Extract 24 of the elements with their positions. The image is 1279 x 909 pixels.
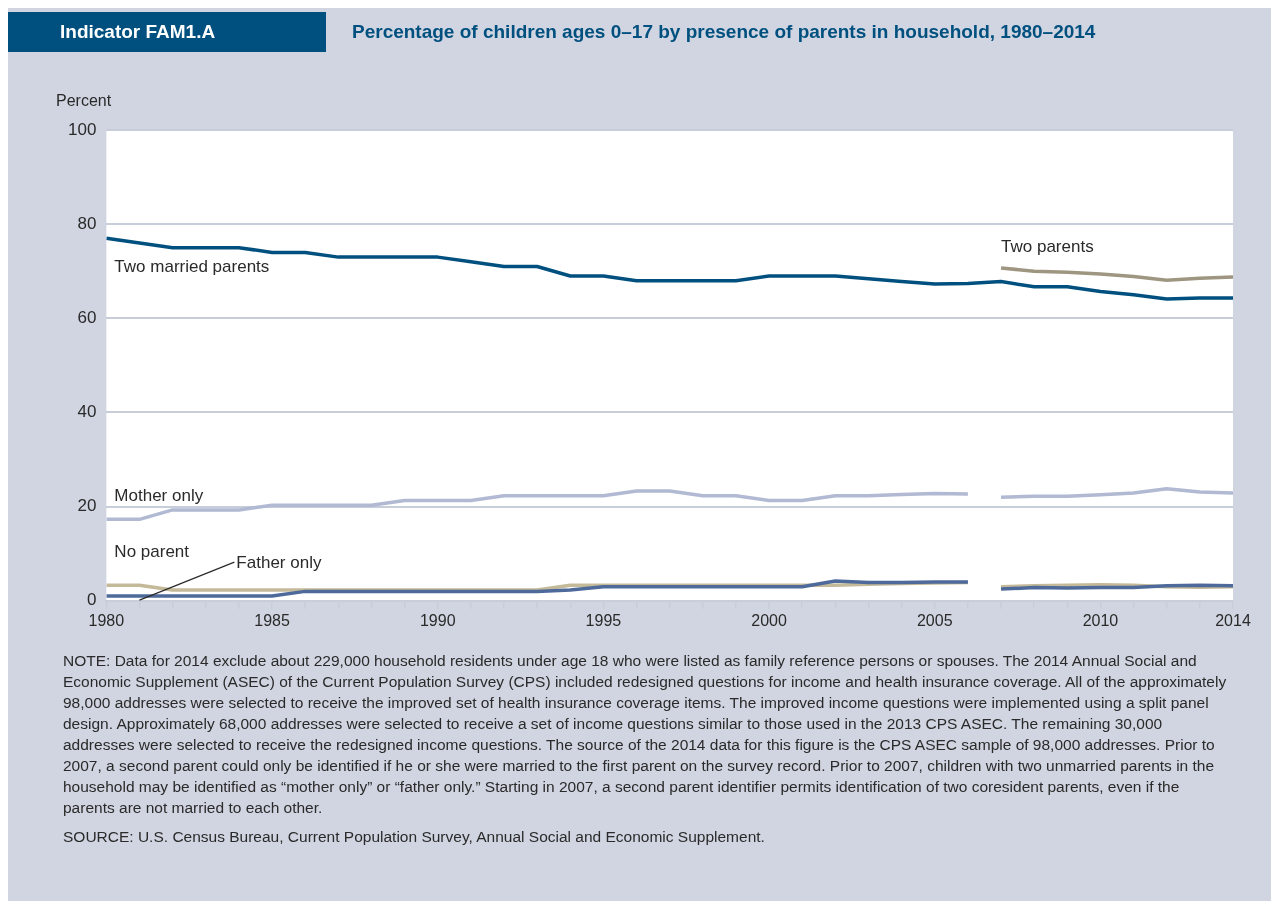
y-tick-label: 60 (77, 308, 97, 328)
x-tick-label: 1995 (585, 611, 622, 629)
text: NOTE: Data for 2014 exclude about 229,000 household residents under age 18 who were listed as family reference persons or spouses. The 2014 Annual Social and Economic Supplement (ASEC) of the Current Population Survey (CPS) included redesigned questions for income and health insurance coverage. All of the approximately 98,000 addresses were selected to receive the improved set of health insurance coverage items. The improved income questions were implemented using a split panel design. Approximately 68,000 addresses were selected to receive a set of income questions similar to those used in the 2013 CPS ASEC. The remaining 30,000 addresses were selected to receive the redesigned income questions. The source of the 2014 data for this figure is the CPS ASEC sample of 98,000 addresses. Prior to 2007, a second parent could only be identified if he or she were married to the first parent on the survey record. Prior to 2007, children with two unmarried parents in the household may be identified as “mother only” or “father only.” Starting in 2007, a second parent identifier permits identification of two coresident parents, even if the parents are not married to each other. (63, 651, 1228, 818)
y-tick-label: 0 (86, 590, 97, 610)
x-tick-label: 1990 (419, 611, 456, 629)
x-tick-label: 2005 (916, 611, 953, 629)
series-label: Mother only (114, 486, 204, 506)
x-tick-label: 2014 (1215, 611, 1251, 629)
y-tick-label: 40 (77, 402, 97, 422)
chart-subtitle: Indicator FAM1.A (60, 21, 216, 42)
series-label: Two married parents (114, 257, 270, 277)
y-tick-label: 100 (67, 119, 97, 139)
x-tick-label: 1985 (254, 611, 290, 629)
series-label: Two parents (1001, 236, 1094, 256)
series-label: No parent (114, 542, 190, 562)
x-tick-label: 1980 (88, 611, 125, 629)
y-tick-label: 80 (77, 213, 97, 233)
y-axis-title: Percent (56, 92, 112, 109)
x-tick-label: 2000 (751, 611, 787, 629)
y-tick-label: 20 (77, 496, 97, 516)
chart-title: Percentage of children ages 0–17 by presence of parents in household, 1980–2014 (352, 21, 1096, 42)
x-tick-label: 2010 (1082, 611, 1119, 629)
series-label: Father only (236, 553, 322, 573)
source-note: SOURCE: U.S. Census Bureau, Current Population Survey, Annual Social and Economic Supplement. (63, 827, 766, 847)
